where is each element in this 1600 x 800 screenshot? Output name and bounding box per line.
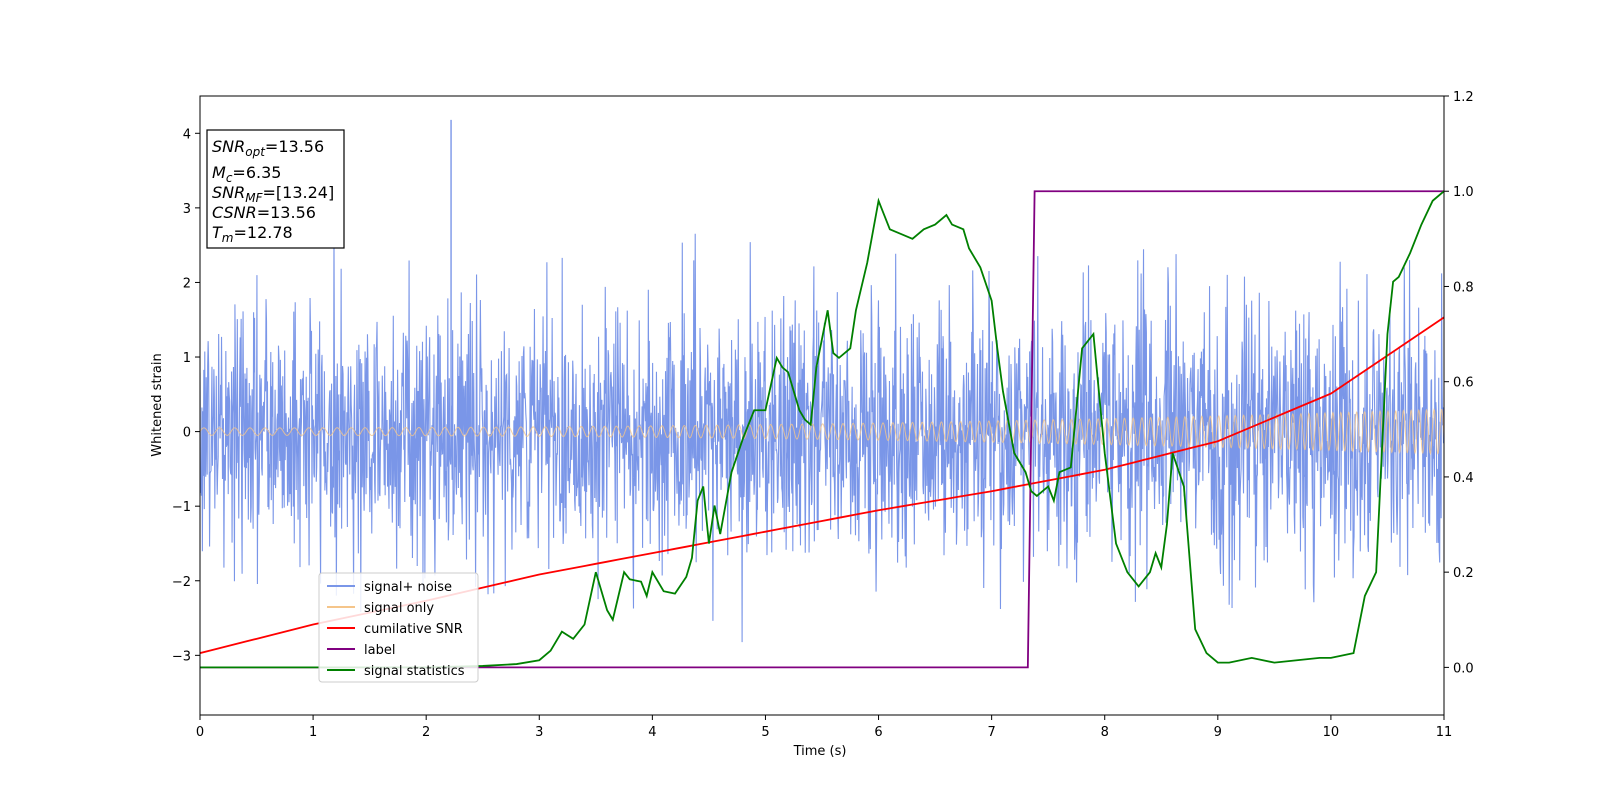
x-tick-label: 8 (1101, 725, 1109, 740)
y-right-tick-label: 1.0 (1453, 185, 1474, 200)
y-left-tick-label: 4 (183, 127, 191, 142)
y-axis-label: Whitened strain (150, 353, 165, 456)
y-right-tick-label: 0.0 (1453, 661, 1474, 676)
annotation-csnr: CSNR=13.56 (212, 203, 316, 222)
x-tick-label: 2 (422, 725, 430, 740)
x-tick-label: 3 (535, 725, 543, 740)
annotation-snr-opt: SNRopt=13.56 (212, 137, 324, 159)
y-left-tick-label: 2 (183, 276, 191, 291)
legend-label: signal+ noise (364, 580, 452, 595)
legend-label: signal only (364, 601, 434, 616)
annotation-box: SNRopt=13.56 Mc=6.35 SNRMF=[13.24] CSNR=… (206, 129, 345, 249)
x-tick-label: 7 (987, 725, 995, 740)
y-left-tick-label: 1 (183, 351, 191, 366)
y-right-tick-label: 0.4 (1453, 471, 1474, 486)
axes-layer: 0 1 2 3 4 5 6 7 8 9 10 11 −3 −2 −1 0 1 2 3 4 0.0 0.2 0.4 0.6 0.8… (172, 90, 1474, 740)
y-left-tick-label: 0 (183, 426, 191, 441)
y-left-tick-label: −3 (172, 649, 191, 664)
series-label (200, 190, 1444, 669)
x-tick-label: 10 (1323, 725, 1340, 740)
y-right-tick-label: 0.8 (1453, 280, 1474, 295)
legend-label: signal statistics (364, 664, 465, 679)
legend-label: cumilative SNR (364, 622, 463, 637)
legend-frame (318, 572, 479, 683)
y-right-tick-label: 0.2 (1453, 566, 1474, 581)
y-left-tick-label: −2 (172, 575, 191, 590)
x-axis-label: Time (s) (793, 744, 847, 759)
y-right-tick-label: 0.6 (1453, 376, 1474, 391)
annotation-snr-mf: SNRMF=[13.24] (212, 183, 334, 205)
x-tick-label: 4 (648, 725, 656, 740)
legend-label: label (364, 643, 395, 658)
series-signal-statistics (200, 190, 1444, 669)
x-tick-label: 0 (196, 725, 204, 740)
plot-frame (199, 95, 1445, 716)
legend: signal+ noise signal only cumilative SNR la… (318, 572, 479, 683)
series-signal-noise (200, 226, 1444, 643)
x-tick-label: 9 (1214, 725, 1222, 740)
x-tick-label: 11 (1436, 725, 1453, 740)
x-tick-label: 1 (309, 725, 317, 740)
annotation-tm: Tm=12.78 (212, 223, 293, 245)
y-left-tick-label: 3 (183, 202, 191, 217)
y-right-tick-label: 1.2 (1453, 90, 1474, 105)
series-signal-only (200, 408, 1444, 456)
y-left-tick-label: −1 (172, 500, 191, 515)
x-tick-label: 6 (874, 725, 882, 740)
x-tick-label: 5 (761, 725, 769, 740)
annotation-mc: Mc=6.35 (212, 163, 281, 185)
